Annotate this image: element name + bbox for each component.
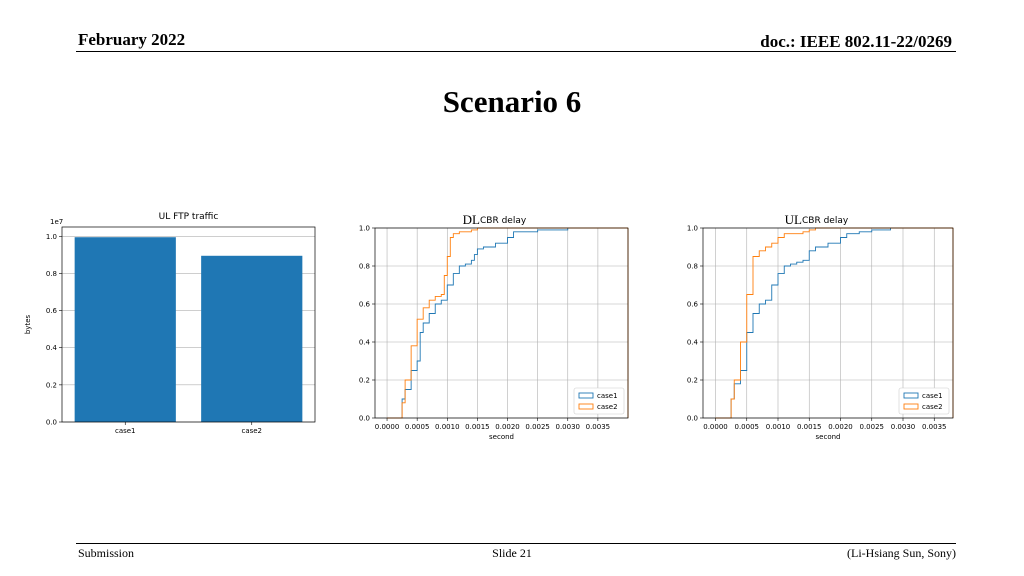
x-tick-label: 0.0000 (703, 423, 728, 431)
legend-label-case2: case2 (922, 403, 943, 411)
x-tick-label: 0.0015 (465, 423, 490, 431)
header-date: February 2022 (78, 30, 186, 49)
legend-label-case1: case1 (597, 392, 618, 400)
y-tick-label: 1.0 (46, 233, 57, 241)
cdf-chart-dl-cbr-delay: DL CBR delay 0.0 0.2 0.4 0.6 0.8 1.0 0.0000 0.000… (359, 212, 629, 441)
plot-frame (61, 226, 316, 423)
plot-frame (374, 227, 629, 419)
legend-swatch-case1 (578, 392, 594, 399)
x-axis-label: second (816, 433, 841, 441)
y-tick-label: 1.0 (687, 225, 698, 233)
y-axis-label: bytes (24, 315, 32, 335)
legend-label-case1: case1 (922, 392, 943, 400)
x-tick-label: 0.0025 (860, 423, 885, 431)
legend-box (573, 387, 625, 415)
cdf-chart-ul-cbr-delay: UL CBR delay 0.0 0.2 0.4 0.6 0.8 1.0 0.0000 0.000… (687, 212, 954, 441)
plot-frame (702, 227, 954, 419)
x-tick-label: 0.0020 (828, 423, 853, 431)
y-tick-label: 0.6 (359, 301, 371, 309)
y-tick-label: 0.2 (359, 377, 370, 385)
series-line-case2 (387, 227, 628, 419)
x-tick-label: 0.0005 (735, 423, 760, 431)
x-tick-label: 0.0005 (405, 423, 430, 431)
series-line-case1 (715, 227, 953, 419)
y-tick-label: 0.8 (687, 263, 698, 271)
x-tick-label: 0.0035 (586, 423, 611, 431)
chart-title-prefix: DL (463, 212, 480, 227)
x-tick-label: 0.0030 (891, 423, 916, 431)
y-tick-label: 0.6 (46, 307, 58, 315)
legend-box (898, 387, 950, 415)
chart-title: CBR delay (480, 216, 527, 226)
x-tick-label: 0.0030 (556, 423, 581, 431)
legend-swatch-case2 (903, 403, 919, 410)
axis-offset-label: 1e7 (50, 218, 63, 226)
y-tick-label: 0.0 (46, 419, 57, 427)
chart-title-prefix: UL (785, 212, 802, 227)
chart-title: CBR delay (802, 216, 849, 226)
header-divider (76, 51, 956, 52)
y-tick-label: 0.2 (687, 377, 698, 385)
x-tick-label: case2 (241, 427, 262, 435)
bar-case2 (201, 255, 303, 422)
x-tick-label: 0.0010 (766, 423, 791, 431)
y-tick-label: 0.8 (46, 270, 57, 278)
y-tick-label: 0.0 (687, 415, 698, 423)
x-tick-label: 0.0015 (797, 423, 822, 431)
slide-title: Scenario 6 (442, 84, 582, 119)
x-tick-label: 0.0000 (375, 423, 400, 431)
bar-chart-ul-ftp-traffic: UL FTP traffic 1e7 0.0 0.2 0.4 0.6 0.8 1.0 bytes… (24, 212, 316, 435)
footer-slide-number: Slide 21 (492, 546, 532, 560)
legend-swatch-case2 (578, 403, 594, 410)
footer-author: (Li-Hsiang Sun, Sony) (847, 546, 956, 560)
x-tick-label: 0.0010 (435, 423, 460, 431)
y-tick-label: 0.4 (687, 339, 699, 347)
x-tick-label: 0.0020 (495, 423, 520, 431)
legend-swatch-case1 (903, 392, 919, 399)
y-tick-label: 0.0 (359, 415, 370, 423)
footer-divider (76, 543, 956, 544)
legend-label-case2: case2 (597, 403, 618, 411)
series-line-case2 (715, 227, 953, 419)
x-tick-label: 0.0025 (525, 423, 550, 431)
y-tick-label: 0.8 (359, 263, 370, 271)
y-tick-label: 0.4 (46, 344, 58, 352)
header-doc-id: doc.: IEEE 802.11-22/0269 (760, 32, 952, 51)
chart-title: UL FTP traffic (159, 212, 219, 222)
y-tick-label: 0.2 (46, 381, 57, 389)
x-axis-label: second (489, 433, 514, 441)
bar-case1 (74, 237, 176, 422)
x-tick-label: 0.0035 (922, 423, 947, 431)
footer-submission: Submission (78, 546, 135, 560)
series-line-case1 (387, 227, 628, 419)
y-tick-label: 0.4 (359, 339, 371, 347)
y-tick-label: 0.6 (687, 301, 699, 309)
x-tick-label: case1 (115, 427, 136, 435)
y-tick-label: 1.0 (359, 225, 370, 233)
